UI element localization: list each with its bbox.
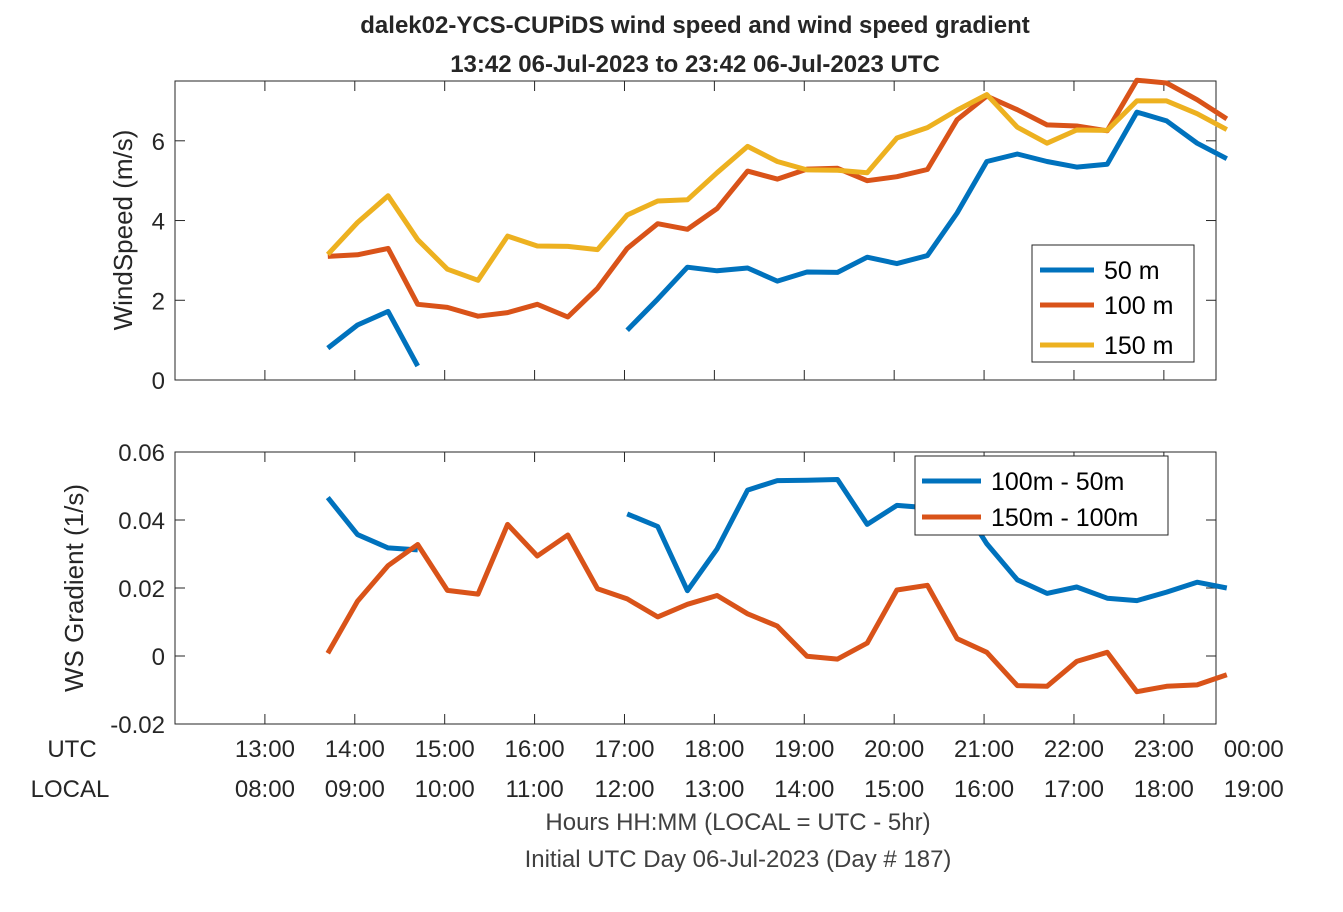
y-tick-label: 0.04 [118,508,165,535]
x-tick-label-local: 17:00 [1044,776,1104,803]
x-tick-label-utc: 22:00 [1044,736,1104,763]
x-tick-label-local: 19:00 [1224,776,1284,803]
x-tick-label-local: 13:00 [684,776,744,803]
x-tick-label-utc: 23:00 [1134,736,1194,763]
y-tick-label: 0.02 [118,576,165,603]
x-tick-label-utc: 21:00 [954,736,1014,763]
x-tick-label-local: 09:00 [325,776,385,803]
x-tick-label-utc: 14:00 [325,736,385,763]
x-tick-label-utc: 16:00 [505,736,565,763]
legend-entry: 50 m [1104,257,1160,285]
x-tick-label-utc: 13:00 [235,736,295,763]
utc-row-label: UTC [47,736,96,763]
windspeed-y-axis-label: WindSpeed (m/s) [108,130,138,331]
x-tick-label-utc: 20:00 [864,736,924,763]
x-tick-label-local: 11:00 [505,776,563,803]
windspeed-axes: 0 2 4 6 50 m 100 m 150 m [152,77,1229,395]
x-tick-label-utc: 17:00 [594,736,654,763]
x-tick-label-local: 12:00 [594,776,654,803]
x-tick-label-local: 14:00 [774,776,834,803]
x-tick-label-utc: 00:00 [1224,736,1284,763]
y-tick-label: 0 [152,368,165,395]
x-tick-label-local: 15:00 [864,776,924,803]
series-line-150m-100m [325,521,1228,695]
x-tick-label-local: 16:00 [954,776,1014,803]
x-tick-label-local: 18:00 [1134,776,1194,803]
series-line-50-m [326,109,1228,368]
x-tick-label-utc: 18:00 [684,736,744,763]
legend-entry: 100m - 50m [991,468,1124,496]
gradient-axes: -0.02 0 0.02 0.04 0.06 13:00 08:00 14:00 09:00 15… [110,440,1283,803]
y-tick-label: 0 [152,644,165,671]
series-line-100-m [327,77,1229,320]
y-tick-label: 0.06 [118,440,165,467]
legend-box-1 [914,455,1169,536]
legend-entry: 100 m [1104,292,1173,320]
gradient-y-axis-label: WS Gradient (1/s) [59,484,89,692]
y-tick-label: 2 [152,288,165,315]
y-tick-label: 4 [152,209,165,236]
x-tick-label-local: 08:00 [235,776,295,803]
legend-entry: 150m - 100m [991,504,1138,532]
x-tick-label-utc: 15:00 [415,736,475,763]
series-line-150-m [325,92,1228,283]
y-tick-label: 6 [152,129,165,156]
x-axis-caption: Initial UTC Day 06-Jul-2023 (Day # 187) [525,846,952,873]
local-row-label: LOCAL [31,776,110,803]
chart-subtitle: 13:42 06-Jul-2023 to 23:42 06-Jul-2023 U… [450,51,940,78]
x-tick-label-utc: 19:00 [774,736,834,763]
y-tick-label: -0.02 [110,712,165,739]
x-axis-label: Hours HH:MM (LOCAL = UTC - 5hr) [545,809,930,836]
legend-entry: 150 m [1104,332,1173,360]
chart-title: dalek02-YCS-CUPiDS wind speed and wind s… [360,12,1029,39]
x-tick-label-local: 10:00 [415,776,475,803]
